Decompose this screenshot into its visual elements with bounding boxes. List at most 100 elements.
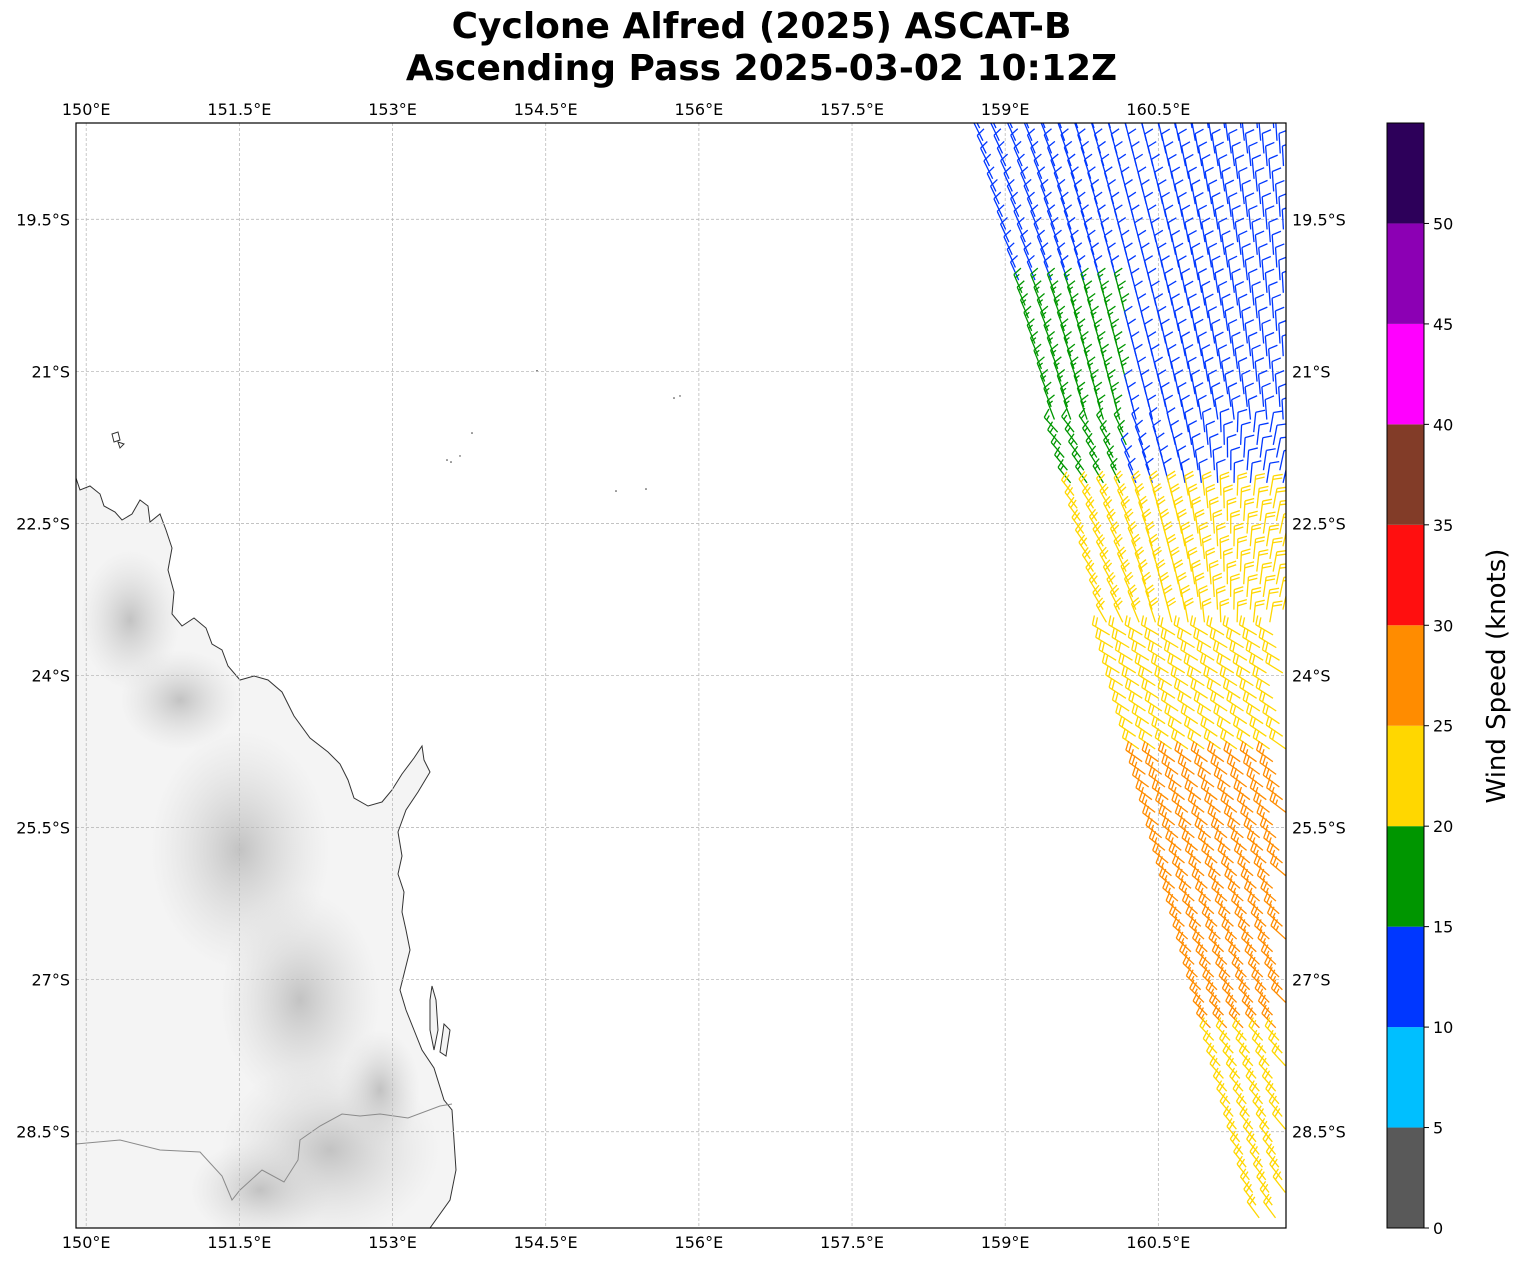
wind-barb	[1043, 408, 1059, 433]
wind-barb	[1106, 508, 1117, 534]
wind-barb	[1281, 397, 1286, 420]
wind-barb	[1124, 615, 1143, 636]
wind-barb	[1151, 715, 1169, 737]
lat-tick-label-right: 21°S	[1292, 362, 1331, 381]
wind-barb	[1228, 1004, 1244, 1029]
wind-barb	[1282, 530, 1286, 547]
wind-barb	[1244, 941, 1260, 965]
wind-barb	[1191, 496, 1202, 521]
wind-barb	[1064, 420, 1078, 446]
wind-barb	[1200, 778, 1218, 801]
wind-barb	[1252, 472, 1266, 496]
wind-barb	[1236, 791, 1254, 813]
wind-barb	[1200, 715, 1218, 737]
wind-barb	[1019, 292, 1030, 319]
wind-barb	[1138, 728, 1156, 750]
wind-barb	[986, 166, 997, 192]
wind-barb	[1208, 992, 1224, 1016]
wind-barb	[1180, 331, 1191, 357]
wind-barb	[1123, 571, 1134, 598]
island-small-2	[117, 441, 125, 449]
wind-barb	[1239, 548, 1251, 572]
lat-tick-label-left: 22.5°S	[16, 514, 70, 533]
wind-barb	[1209, 1055, 1224, 1079]
wind-barb	[1231, 1017, 1247, 1041]
wind-barb	[1246, 765, 1264, 788]
wind-barb	[1244, 192, 1255, 217]
wind-barb	[1099, 419, 1111, 446]
wind-barb	[1013, 267, 1023, 294]
wind-barb	[1120, 559, 1130, 585]
wind-barb	[1191, 866, 1208, 889]
wind-barb	[1053, 229, 1062, 256]
wind-barb	[1180, 267, 1191, 293]
wind-barb	[1180, 458, 1190, 484]
wind-barb	[1217, 217, 1228, 243]
wind-barb	[1109, 584, 1121, 610]
wind-barb	[1201, 841, 1218, 864]
wind-barb	[1118, 715, 1137, 737]
wind-barb	[1087, 229, 1096, 255]
wind-barb	[1030, 140, 1040, 167]
wind-barb	[1078, 534, 1091, 560]
wind-barb	[1170, 293, 1180, 319]
wind-barb	[1060, 191, 1069, 217]
wind-barb	[983, 153, 994, 180]
wind-barb	[1219, 728, 1238, 750]
wind-barb	[1090, 242, 1100, 268]
wind-barb	[1201, 534, 1212, 559]
wind-barb	[1077, 191, 1086, 217]
wind-barb	[1167, 715, 1186, 737]
wind-barb	[1223, 123, 1226, 129]
lon-tick-label-top: 159°E	[981, 100, 1030, 119]
wind-barb	[1221, 916, 1238, 940]
wind-barb	[1222, 615, 1241, 636]
wind-barb	[1168, 841, 1185, 864]
wind-barb	[1128, 753, 1146, 775]
wind-barb	[1264, 954, 1280, 978]
wind-barb	[1174, 740, 1192, 763]
wind-barb	[1108, 615, 1127, 636]
wind-barb	[1248, 141, 1258, 167]
wind-barb	[1025, 123, 1030, 129]
wind-barb	[1217, 904, 1234, 927]
wind-barb	[1249, 460, 1262, 483]
wind-barb	[1148, 597, 1159, 623]
wind-barb	[1237, 357, 1248, 382]
wind-barb	[1187, 483, 1198, 509]
wind-barb	[1113, 597, 1124, 623]
lon-tick-label-top: 151.5°E	[207, 100, 271, 119]
wind-barb	[1222, 1105, 1237, 1130]
wind-barb	[1246, 1193, 1260, 1219]
wind-barb	[1224, 369, 1234, 395]
wind-barb	[1256, 549, 1269, 572]
wind-barb	[1210, 382, 1221, 407]
wind-barb	[1061, 471, 1075, 496]
wind-barb	[1229, 1067, 1244, 1092]
wind-barb	[1214, 891, 1231, 915]
wind-barb	[1227, 318, 1238, 344]
island-small-1	[111, 431, 121, 443]
wind-barb	[1239, 485, 1251, 509]
wind-barb	[1046, 140, 1056, 167]
wind-barb	[1160, 627, 1179, 649]
wind-barb	[1003, 166, 1013, 192]
wind-barb	[1211, 878, 1228, 902]
wind-barb	[1275, 499, 1286, 522]
wind-barb	[1275, 436, 1286, 458]
wind-barb	[1221, 230, 1231, 255]
wind-barb	[1260, 878, 1277, 902]
wind-barb	[1120, 432, 1131, 458]
wind-barb	[1231, 268, 1241, 293]
wind-barb	[1145, 816, 1163, 839]
wind-barb	[1226, 560, 1237, 585]
wind-barb	[1144, 627, 1163, 649]
wind-barb	[1262, 574, 1276, 598]
wind-barb	[1054, 446, 1068, 471]
wind-barb	[1281, 270, 1286, 293]
wind-barb	[1207, 242, 1218, 268]
wind-barb	[1256, 485, 1269, 509]
wind-barb	[1152, 841, 1169, 864]
chart-title-line2: Ascending Pass 2025-03-02 10:12Z	[405, 48, 1118, 89]
